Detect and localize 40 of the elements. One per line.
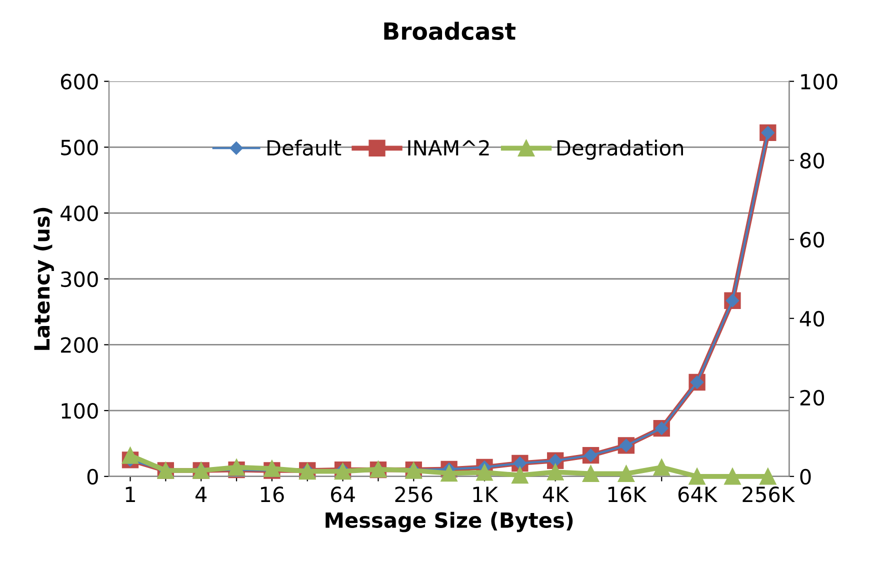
point bbox=[512, 466, 528, 484]
y-tick-label: 0 bbox=[87, 468, 98, 485]
y2-tick-label: 100 bbox=[801, 74, 838, 90]
point bbox=[476, 464, 493, 481]
x-tick-label: 4K bbox=[542, 486, 570, 502]
y2-tick-label: 80 bbox=[800, 152, 824, 169]
y-tick-label: 400 bbox=[60, 205, 98, 222]
x-tick-label: 64K bbox=[678, 486, 718, 502]
y2-tick-label: 0 bbox=[800, 468, 811, 485]
x-tick-label: 16 bbox=[260, 486, 284, 502]
y-tick-label: 200 bbox=[61, 337, 98, 353]
x-tick-label: 64 bbox=[331, 486, 355, 502]
point bbox=[653, 459, 670, 476]
y-tick-label: 300 bbox=[61, 271, 98, 288]
y2-tick-label: 20 bbox=[800, 390, 824, 406]
y-axis-title: Latency (us) bbox=[34, 208, 54, 350]
legend-label: Default bbox=[268, 140, 342, 156]
x-tick-label: 256 bbox=[395, 486, 432, 502]
y-tick-label: 500 bbox=[61, 140, 98, 156]
x-tick-label: 16K bbox=[608, 486, 647, 502]
chart-title: Broadcast bbox=[384, 22, 516, 40]
y-tick-label: 600 bbox=[60, 74, 98, 90]
point bbox=[724, 468, 741, 485]
x-tick-label: 1 bbox=[126, 486, 135, 502]
point bbox=[440, 464, 458, 482]
y2-tick-label: 60 bbox=[800, 232, 824, 248]
x-tick-label: 256K bbox=[742, 486, 796, 502]
point bbox=[122, 447, 139, 464]
point bbox=[618, 465, 635, 482]
point bbox=[547, 464, 564, 480]
x-axis-title: Message Size (Bytes) bbox=[326, 512, 573, 532]
point bbox=[582, 465, 600, 482]
point bbox=[760, 468, 776, 485]
x-tick-label: 4 bbox=[195, 486, 207, 502]
y-tick-label: 100 bbox=[62, 403, 98, 419]
y2-tick-label: 40 bbox=[800, 310, 824, 327]
point bbox=[688, 468, 706, 485]
legend-label: INAM^2 bbox=[408, 140, 489, 156]
legend-label: Degradation bbox=[557, 140, 683, 160]
x-tick-label: 1K bbox=[473, 486, 498, 502]
